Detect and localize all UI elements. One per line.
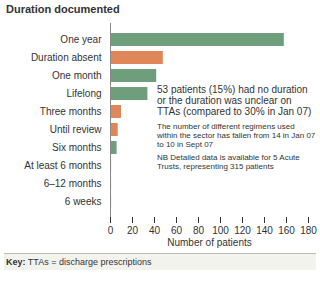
- svg-text:Until review: Until review: [50, 124, 102, 135]
- html-text:The number of different regime: The number of different regimens used wi…: [157, 122, 316, 149]
- svg-text:160: 160: [278, 225, 295, 236]
- svg-text:20: 20: [127, 225, 139, 236]
- svg-text:One month: One month: [52, 70, 101, 81]
- svg-text:180: 180: [300, 225, 317, 236]
- html-text:Key: TTAs = discharge prescrip: Key: TTAs = discharge prescriptions: [6, 257, 152, 267]
- svg-text:6 weeks: 6 weeks: [65, 196, 102, 207]
- html-text:Duration documented: Duration documented: [6, 3, 120, 15]
- svg-text:140: 140: [256, 225, 273, 236]
- svg-text:Duration absent: Duration absent: [31, 52, 102, 63]
- svg-text:Lifelong: Lifelong: [66, 88, 101, 99]
- svg-text:6–12 months: 6–12 months: [44, 178, 102, 189]
- svg-text:40: 40: [149, 225, 161, 236]
- svg-text:80: 80: [193, 225, 205, 236]
- svg-text:Number of patients: Number of patients: [167, 237, 252, 248]
- svg-text:One year: One year: [60, 34, 102, 45]
- html-text:53 patients (15%) had no durat: 53 patients (15%) had no duration or the…: [157, 84, 312, 117]
- svg-text:At least 6 months: At least 6 months: [24, 160, 101, 171]
- svg-text:120: 120: [234, 225, 251, 236]
- svg-text:100: 100: [212, 225, 229, 236]
- svg-text:Three months: Three months: [40, 106, 102, 117]
- html-text:NB Detailed data is available: NB Detailed data is available for 5 Acut…: [157, 153, 300, 171]
- svg-text:Six months: Six months: [52, 142, 101, 153]
- svg-text:60: 60: [171, 225, 183, 236]
- svg-text:0: 0: [108, 225, 114, 236]
